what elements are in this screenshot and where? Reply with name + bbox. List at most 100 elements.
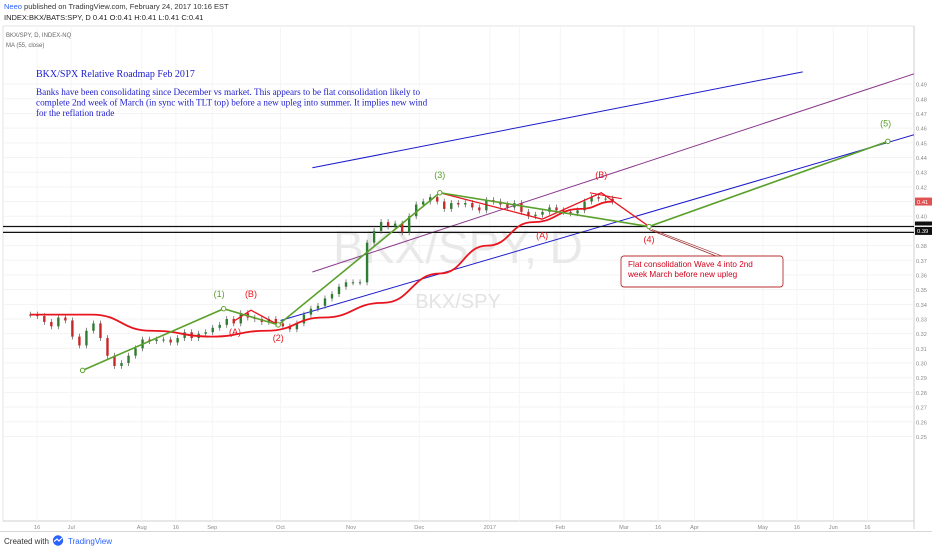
wave-label: (1) <box>214 289 225 299</box>
created-with-label: Created with <box>4 537 49 546</box>
legend-symbol: BKX/SPY, D, INDEX-NQ <box>6 33 72 39</box>
candles <box>29 194 614 369</box>
candle-body <box>309 308 313 315</box>
candle-body <box>92 323 95 331</box>
candle-body <box>555 207 558 211</box>
lower-channel-line <box>280 134 914 321</box>
candle-body <box>176 338 179 343</box>
candle-body <box>464 203 467 205</box>
author-link[interactable]: Neeo <box>4 2 22 11</box>
candle-body <box>414 204 418 217</box>
candle-body <box>471 203 474 208</box>
y-tick-label: 0.29 <box>916 376 927 382</box>
price-tag <box>915 226 932 235</box>
wave-label: (5) <box>880 119 891 129</box>
inner-channel-line <box>312 73 914 273</box>
annotation-body-line: Banks have been consolidating since Dece… <box>36 87 420 97</box>
y-tick-label: 0.27 <box>916 406 927 412</box>
candle-body <box>330 294 334 299</box>
candle-body <box>85 330 88 346</box>
candle-body <box>365 242 369 283</box>
x-tick-label: Nov <box>346 525 356 531</box>
y-tick-label: 0.30 <box>916 362 927 368</box>
y-tick-label: 0.31 <box>916 347 927 353</box>
correction-leg <box>234 309 279 326</box>
candle-body <box>590 197 593 202</box>
roadmap-annotation: BKX/SPX Relative Roadmap Feb 2017 Banks h… <box>36 69 428 118</box>
candle-body <box>429 197 432 202</box>
y-tick-label: 0.28 <box>916 391 927 397</box>
y-tick-label: 0.37 <box>916 259 927 265</box>
candle-body <box>295 323 299 330</box>
candle-body <box>548 207 551 212</box>
x-tick-label: Sep <box>207 525 217 531</box>
x-tick-label: 16 <box>864 525 870 531</box>
candle-body <box>155 339 158 342</box>
correction-sub-leg <box>589 192 622 200</box>
wave-label: (A) <box>229 327 241 337</box>
published-text: published on TradingView.com, February 2… <box>24 2 229 11</box>
candle-body <box>120 363 123 366</box>
y-tick-label: 0.33 <box>916 318 927 324</box>
candle-body <box>562 210 565 212</box>
price-tag <box>915 197 932 206</box>
tradingview-brand-link[interactable]: TradingView <box>68 537 113 546</box>
y-tick-label: 0.47 <box>916 112 927 118</box>
watermark-symbol: BKX/SPY, D <box>333 221 583 273</box>
y-tick-label: 0.34 <box>916 303 927 309</box>
candle-body <box>239 313 242 324</box>
x-tick-label: Aug <box>137 525 147 531</box>
candle-body <box>43 316 46 322</box>
wave-label: (2) <box>273 333 284 343</box>
candle-body <box>71 320 74 337</box>
candle-body <box>211 327 214 333</box>
candle-body <box>64 317 67 321</box>
y-tick-label: 0.38 <box>916 244 927 250</box>
candle-body <box>421 201 425 205</box>
candle-body <box>520 203 523 212</box>
y-tick-label: 0.46 <box>916 127 927 133</box>
wave-pivot-marker <box>275 322 281 328</box>
x-tick-label: Mar <box>619 525 629 531</box>
legend-study: MA (55, close) <box>6 43 44 49</box>
candle-body <box>302 314 306 324</box>
y-tick-label: 0.45 <box>916 141 927 147</box>
candle-body <box>597 197 600 199</box>
x-tick-label: 16 <box>794 525 800 531</box>
y-tick-label: 0.35 <box>916 288 927 294</box>
candle-body <box>288 326 292 330</box>
candle-body <box>569 211 572 214</box>
y-tick-label: 0.48 <box>916 97 927 103</box>
price-tag-label: 0.39 <box>917 229 928 235</box>
candle-body <box>436 197 439 202</box>
price-chart[interactable]: 0.49 0.48 0.47 0.46 0.45 0.44 0.43 0.42 0.41 0.40… <box>0 0 932 531</box>
publish-line: Neeo published on TradingView.com, Febru… <box>4 1 229 12</box>
x-tick-label: Apr <box>690 525 699 531</box>
annotation-title: BKX/SPX Relative Roadmap Feb 2017 <box>36 69 195 80</box>
x-tick-label: Feb <box>555 525 565 531</box>
candle-body <box>450 203 453 209</box>
candle-body <box>225 319 228 325</box>
y-tick-label: 0.40 <box>916 215 927 221</box>
candle-body <box>478 207 481 211</box>
y-tick-label: 0.36 <box>916 273 927 279</box>
candle-body <box>379 222 383 231</box>
candle-body <box>323 298 327 306</box>
candle-body <box>506 204 509 208</box>
annotation-body-line: complete 2nd week of March (in sync with… <box>36 98 428 108</box>
y-tick-label: 0.43 <box>916 171 927 177</box>
callout-text-line: Flat consolidation Wave 4 into 2nd <box>628 260 753 269</box>
candle-body <box>106 338 109 356</box>
price-tag-label: 0.41 <box>917 200 928 206</box>
wave-label: (B) <box>245 289 257 299</box>
price-tag <box>915 221 932 226</box>
candle-body <box>78 336 81 346</box>
moving-average-line <box>30 200 613 338</box>
callout-pointer <box>648 229 717 257</box>
callout-pointer <box>651 229 723 257</box>
candle-body <box>386 222 390 227</box>
callout-text-line: week March before new upleg <box>627 270 738 279</box>
price-tags: 0.41 0.39 <box>915 197 932 235</box>
annotation-body-line: for the reflation trade <box>36 108 114 118</box>
